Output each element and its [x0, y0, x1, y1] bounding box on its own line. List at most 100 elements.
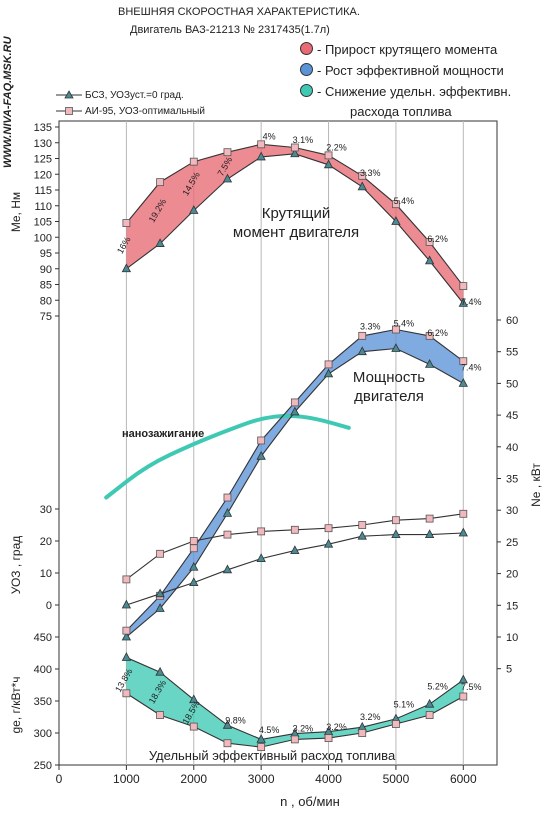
ignition-square-point	[392, 516, 400, 525]
torque-y-tick-label: 95	[40, 248, 52, 260]
power-y-tick-label: 20	[506, 569, 518, 581]
torque-square-point	[358, 171, 367, 180]
consumption-y-tick-label: 350	[34, 696, 52, 708]
consumption-y-tick-label: 250	[34, 760, 52, 772]
legend-label-consumption: - Снижение удельн. эффективн.	[317, 84, 512, 99]
torque-y-tick-label: 90	[40, 264, 52, 276]
engine-subtitle: Двигатель ВАЗ-21213 № 2317435(1.7л)	[130, 24, 330, 36]
power-y-tick-label: 5	[506, 664, 512, 676]
square-marker-icon	[56, 107, 82, 116]
power-square-point	[223, 493, 232, 502]
consumption-y-tick-label: 450	[34, 632, 52, 644]
torque-percent-label: 5.4%	[394, 196, 415, 206]
x-tick-label: 4000	[315, 772, 342, 786]
torque-square-point	[290, 143, 299, 152]
consumption-square-point	[189, 722, 198, 731]
power-triangle-point	[458, 378, 468, 387]
consumption-percent-label: 7.5%	[461, 682, 482, 692]
torque-square-point	[257, 140, 266, 149]
ignition-square-point	[459, 509, 468, 518]
power-annotation: Мощность	[353, 369, 425, 386]
consumption-square-point	[290, 735, 299, 744]
ignition-triangle-point	[155, 588, 165, 598]
torque-triangle-point	[155, 238, 165, 247]
torque-percent-label: 3.3%	[360, 168, 381, 178]
consumption-square-point	[392, 720, 400, 728]
torque-y-tick-label: 115	[34, 185, 52, 197]
ignition-triangle-point	[256, 553, 266, 562]
legend-swatch-torque	[300, 42, 313, 55]
power-square-point	[189, 544, 198, 553]
ignition-y-tick-label: 10	[40, 568, 52, 580]
ignition-square-point	[257, 527, 266, 536]
power-square-point	[358, 331, 367, 340]
consumption-percent-label: 4.5%	[259, 725, 280, 735]
series-legend-ai95: АИ-95, УОЗ-оптимальный	[56, 106, 205, 117]
torque-y-tick-label: 120	[34, 169, 52, 181]
legend-item-torque: - Прирост крутящего момента	[300, 42, 497, 57]
legend-swatch-power	[300, 63, 313, 76]
power-axis-title: Ne , кВт	[529, 463, 543, 507]
power-square-point	[459, 357, 468, 366]
torque-percent-label: 3.1%	[293, 135, 314, 145]
consumption-square-point	[223, 739, 232, 748]
torque-band	[126, 144, 464, 304]
torque-y-tick-label: 80	[40, 295, 52, 307]
consumption-triangle-point	[121, 652, 132, 661]
torque-triangle-point	[391, 216, 401, 225]
ignition-triangle-point	[357, 530, 367, 540]
power-square-point	[257, 436, 266, 445]
consumption-triangle-point	[458, 674, 468, 684]
torque-triangle-point	[189, 205, 199, 214]
torque-square-point	[156, 178, 164, 187]
torque-y-tick-label: 130	[34, 138, 52, 150]
series-legend-label-ai95: АИ-95, УОЗ-оптимальный	[85, 106, 205, 117]
consumption-square-point	[156, 711, 164, 719]
torque-triangle-point	[222, 173, 233, 183]
ignition-triangle-point	[189, 577, 199, 586]
torque-percent-label: 7.4%	[461, 297, 482, 307]
torque-triangle-point	[256, 151, 266, 161]
torque-square-point	[223, 148, 232, 157]
consumption-triangle-point	[155, 666, 165, 676]
power-y-tick-label: 40	[506, 442, 518, 454]
power-square-point	[290, 398, 299, 407]
ignition-triangle-point	[424, 529, 435, 538]
power-y-tick-label: 35	[506, 474, 518, 486]
consumption-square-point	[324, 734, 333, 743]
torque-y-tick-label: 135	[34, 122, 52, 134]
power-y-tick-label: 10	[506, 632, 518, 644]
power-triangle-point	[256, 450, 266, 460]
series-legend-label-bsz: БСЗ, УОЗуст.=0 град.	[85, 90, 184, 101]
torque-triangle-point	[424, 255, 435, 265]
consumption-square-point	[425, 711, 434, 719]
ignition-series-triangle-line	[126, 532, 464, 606]
x-axis-label: n , об/мин	[280, 794, 340, 809]
power-y-tick-label: 15	[506, 600, 518, 612]
chart-title: ВНЕШНЯЯ СКОРОСТНАЯ ХАРАКТЕРИСТИКА.	[118, 6, 360, 18]
legend-item-power: - Рост эффективной мощности	[300, 63, 504, 78]
consumption-triangle-point	[222, 719, 233, 729]
torque-square-point	[392, 200, 400, 209]
ignition-y-tick-label: 0	[46, 600, 52, 612]
consumption-band	[126, 657, 464, 748]
x-tick-label: 1000	[113, 772, 140, 786]
torque-y-tick-label: 105	[34, 217, 52, 229]
x-tick-label: 3000	[248, 772, 275, 786]
power-square-point	[122, 626, 131, 635]
ignition-triangle-point	[222, 564, 233, 574]
consumption-percent-label: 3.2%	[293, 724, 314, 734]
ignition-triangle-point	[458, 527, 468, 537]
torque-square-point	[425, 238, 434, 246]
power-square-point	[425, 331, 434, 340]
triangle-marker-icon	[56, 90, 82, 99]
torque-annotation: Крутящий	[262, 205, 331, 222]
legend-label-torque: - Прирост крутящего момента	[317, 42, 498, 57]
torque-y-tick-label: 100	[34, 232, 52, 244]
ignition-square-point	[425, 514, 434, 523]
torque-square-point	[122, 219, 131, 227]
ignition-square-point	[358, 521, 367, 529]
torque-square-point	[459, 282, 468, 290]
consumption-triangle-point	[256, 734, 266, 743]
